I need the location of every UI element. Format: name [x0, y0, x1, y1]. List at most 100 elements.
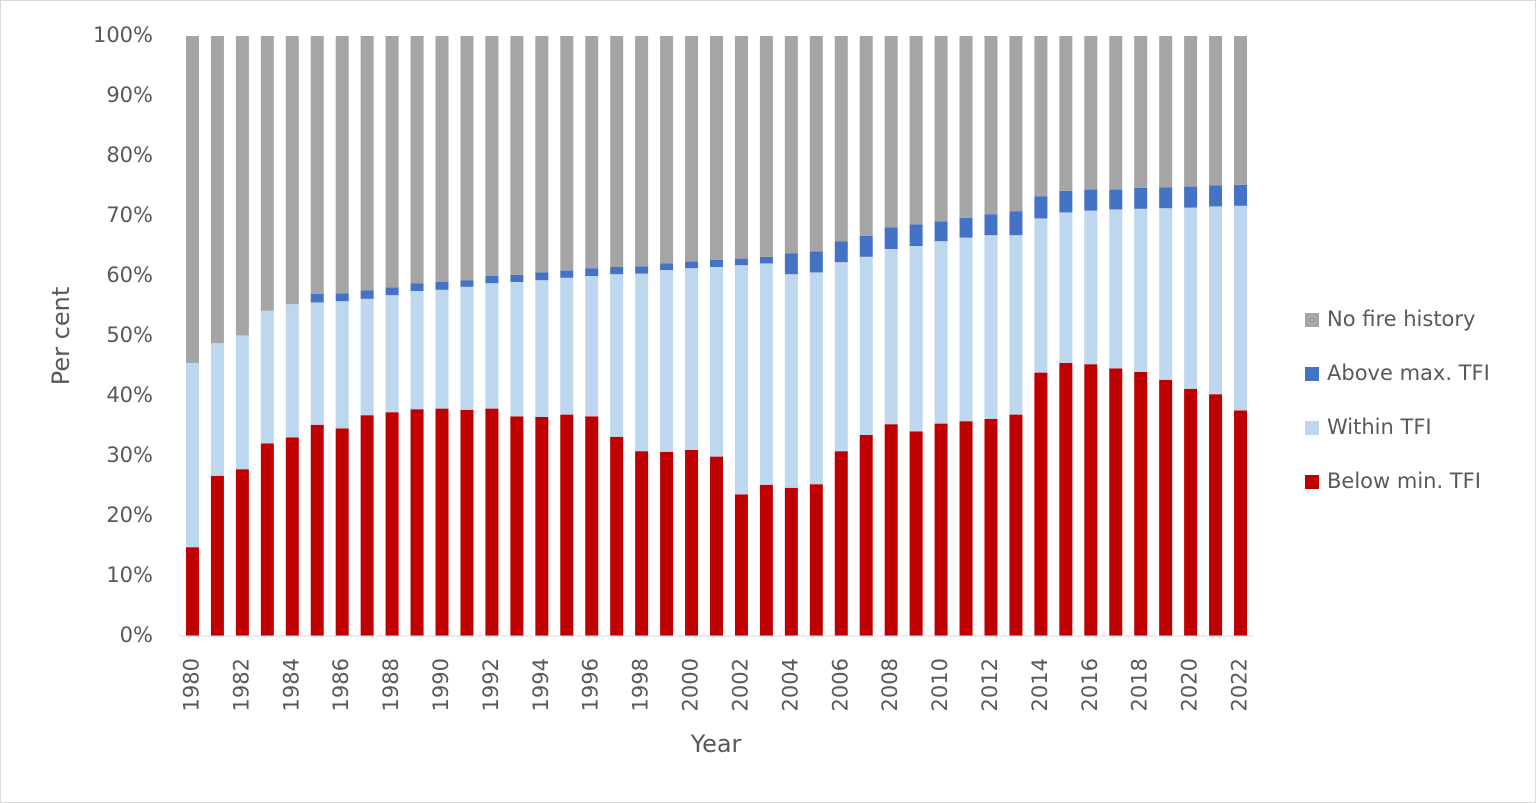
x-tick-label: 2020 — [1178, 658, 1202, 711]
bar-segment — [884, 36, 898, 228]
bar-segment — [360, 298, 374, 416]
bar-segment — [984, 235, 998, 419]
bar-segment — [859, 36, 873, 236]
bar-segment — [1159, 36, 1173, 188]
bar-segment — [1184, 36, 1198, 187]
bar-segment — [1234, 36, 1248, 185]
bar-segment — [410, 36, 424, 284]
bar-segment — [510, 274, 524, 282]
bar-segment — [335, 36, 349, 294]
bar-segment — [734, 265, 748, 495]
bar-segment — [1084, 189, 1098, 211]
bar-segment — [635, 451, 649, 636]
x-tick-label: 2010 — [928, 658, 952, 711]
bar-segment — [1109, 209, 1123, 369]
bar-segment — [360, 290, 374, 299]
x-tick-label: 2000 — [679, 658, 703, 711]
bar-segment — [310, 302, 324, 425]
bar-segment — [934, 221, 948, 242]
bar-segment — [385, 295, 399, 413]
bar-segment — [959, 36, 973, 218]
bar-segment — [660, 36, 674, 264]
bar-segment — [834, 451, 848, 636]
bar-segment — [1034, 36, 1048, 197]
bar-segment — [410, 291, 424, 410]
bar-segment — [859, 235, 873, 257]
bar-segment — [734, 494, 748, 636]
bar-segment — [510, 282, 524, 417]
bar-segment — [809, 251, 823, 273]
bar-segment — [635, 36, 649, 267]
bar-segment — [1109, 368, 1123, 636]
bar-segment — [260, 310, 274, 444]
bar-segment — [610, 274, 624, 437]
bar-segment — [984, 418, 998, 636]
bar-segment — [734, 36, 748, 259]
bar-segment — [535, 272, 549, 281]
bar-segment — [759, 484, 773, 636]
bar-segment — [784, 36, 798, 254]
bar-segment — [560, 277, 574, 415]
bar-segment — [210, 343, 224, 476]
bar-segment — [560, 414, 574, 636]
bar-segment — [984, 214, 998, 236]
bar-segment — [360, 415, 374, 636]
y-tick-label: 0% — [120, 623, 153, 647]
bar-segment — [884, 424, 898, 636]
y-tick-label: 10% — [106, 563, 153, 587]
bar-segment — [1109, 36, 1123, 190]
bar-segment — [1009, 211, 1023, 236]
bar-segment — [1109, 189, 1123, 210]
bar-segment — [1184, 207, 1198, 389]
bar-segment — [435, 408, 449, 636]
bar-segment — [685, 36, 699, 262]
legend-swatch — [1305, 313, 1319, 327]
y-tick-label: 20% — [106, 503, 153, 527]
bar-segment — [460, 286, 474, 410]
bar-segment — [1059, 36, 1073, 191]
x-tick-label: 1998 — [629, 658, 653, 711]
bar-segment — [1134, 187, 1148, 209]
bar-segment — [859, 256, 873, 435]
y-tick-label: 90% — [106, 83, 153, 107]
bar-segment — [1034, 218, 1048, 373]
y-tick-label: 40% — [106, 383, 153, 407]
x-tick-label: 1986 — [329, 658, 353, 711]
bar-segment — [335, 301, 349, 429]
bar-segment — [385, 287, 399, 296]
bar-segment — [310, 36, 324, 294]
bar-segment — [734, 258, 748, 266]
bar-segment — [884, 249, 898, 425]
bar-segment — [485, 36, 499, 276]
x-axis-title: Year — [690, 730, 742, 758]
bar-segment — [260, 36, 274, 311]
bar-segment — [385, 36, 399, 288]
bar-segment — [485, 283, 499, 409]
bar-segment — [1059, 212, 1073, 363]
bar-segment — [1234, 410, 1248, 636]
x-tick-label: 1982 — [229, 658, 253, 711]
x-tick-label: 2014 — [1028, 658, 1052, 711]
bar-segment — [1084, 364, 1098, 636]
bar-segment — [335, 293, 349, 302]
y-tick-label: 70% — [106, 203, 153, 227]
bar-segment — [535, 280, 549, 417]
bar-segment — [185, 547, 199, 636]
bar-segment — [1134, 36, 1148, 188]
bar-segment — [535, 417, 549, 636]
bar-segment — [1034, 196, 1048, 219]
bar-segment — [310, 424, 324, 636]
bar-segment — [1134, 208, 1148, 372]
bar-segment — [834, 241, 848, 263]
bar-segment — [660, 451, 674, 636]
y-axis-title: Per cent — [47, 287, 75, 385]
bar-segment — [560, 270, 574, 278]
bar-segment — [1234, 184, 1248, 206]
legend-swatch — [1305, 367, 1319, 381]
bar-segment — [959, 217, 973, 238]
bar-segment — [1009, 235, 1023, 415]
bar-segment — [759, 256, 773, 264]
x-tick-label: 1990 — [429, 658, 453, 711]
bar-segment — [809, 484, 823, 636]
